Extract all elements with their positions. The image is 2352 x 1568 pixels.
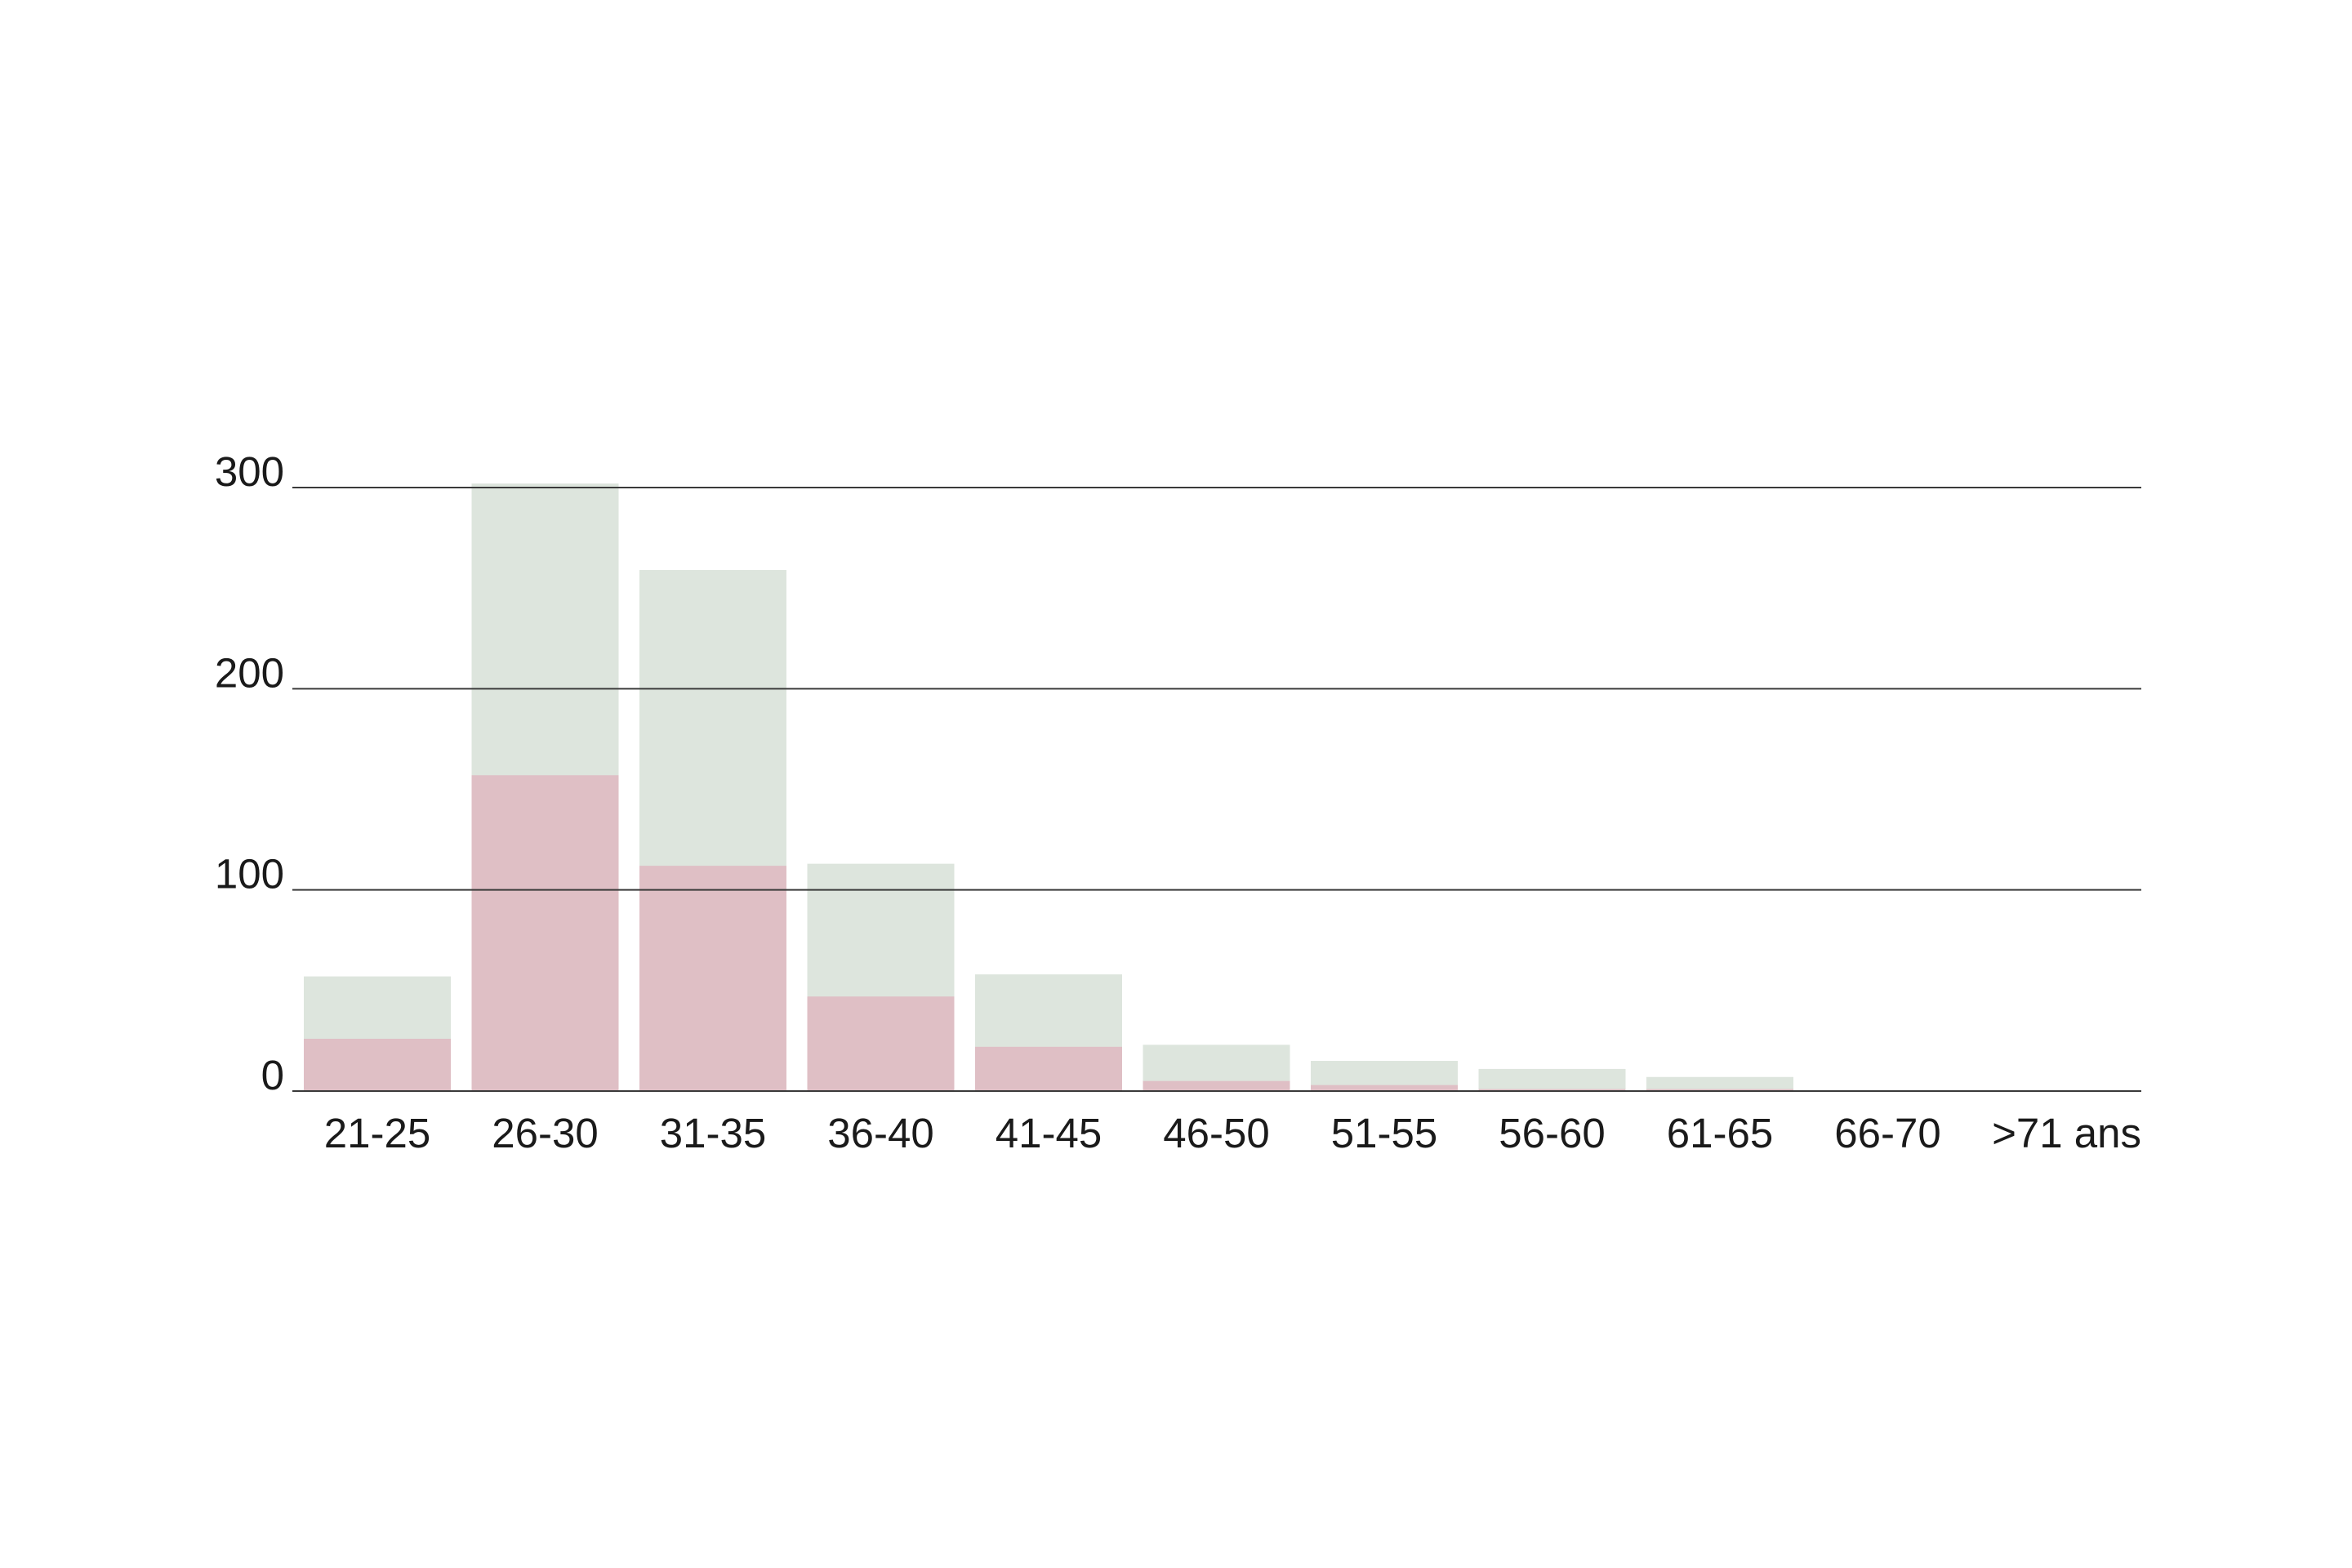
y-tick-label: 100: [215, 851, 284, 898]
bar-subset-31-35: [639, 866, 786, 1091]
x-tick-label: 41-45: [996, 1110, 1102, 1156]
x-tick-label: 66-70: [1834, 1110, 1940, 1156]
bar-subset-46-50: [1143, 1080, 1290, 1091]
y-tick-label: 200: [215, 649, 284, 696]
bars-group: [304, 483, 1793, 1091]
bar-total-56-60: [1478, 1068, 1626, 1091]
bar-total-61-65: [1646, 1076, 1793, 1091]
x-tick-label: 36-40: [827, 1110, 933, 1156]
y-tick-label: 0: [261, 1052, 284, 1098]
bar-subset-61-65: [1646, 1089, 1793, 1091]
x-tick-label: 51-55: [1331, 1110, 1437, 1156]
y-axis-ticks: 0 100 200 300: [215, 448, 284, 1098]
bar-subset-26-30: [471, 775, 619, 1091]
bar-subset-21-25: [304, 1038, 451, 1091]
bar-subset-51-55: [1311, 1085, 1458, 1091]
bar-subset-41-45: [975, 1046, 1122, 1091]
x-tick-label: 26-30: [492, 1110, 598, 1156]
x-tick-label: >71 ans: [1992, 1110, 2141, 1156]
bar-subset-56-60: [1478, 1089, 1626, 1091]
x-tick-label: 21-25: [324, 1110, 430, 1156]
x-tick-label: 61-65: [1667, 1110, 1773, 1156]
x-tick-label: 46-50: [1163, 1110, 1269, 1156]
grid-lines: [292, 487, 2141, 1092]
x-tick-label: 56-60: [1499, 1110, 1605, 1156]
y-tick-label: 300: [215, 448, 284, 495]
x-tick-label: 31-35: [660, 1110, 766, 1156]
x-axis-labels: 21-25 26-30 31-35 36-40 41-45 46-50 51-55 56-60…: [324, 1110, 2141, 1156]
bar-subset-36-40: [807, 996, 955, 1091]
